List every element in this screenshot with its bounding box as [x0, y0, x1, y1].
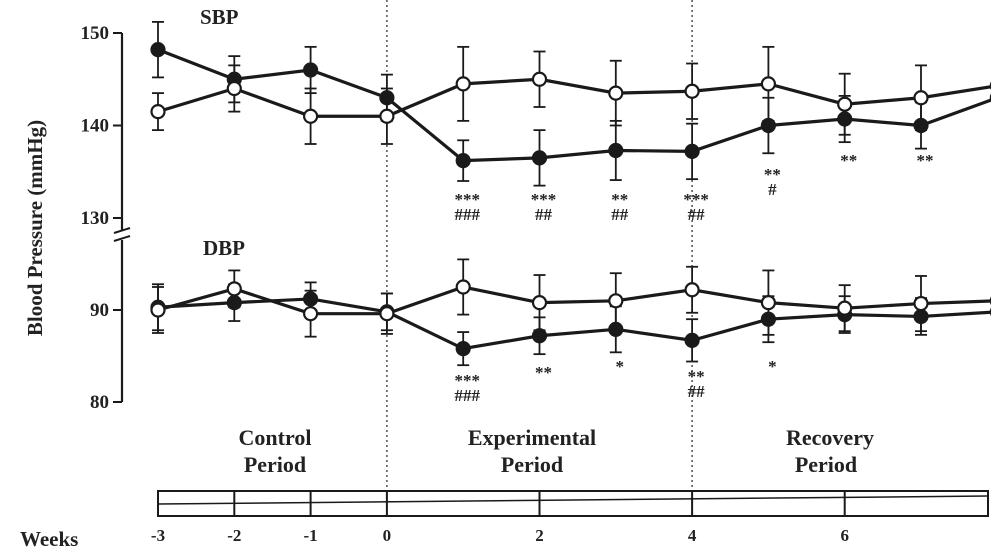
- series-line: [157, 285, 991, 316]
- significance-annotation: **: [840, 151, 857, 170]
- period-label: Recovery: [786, 425, 874, 450]
- significance-annotation: #: [768, 180, 777, 199]
- significance-annotation: ***: [454, 190, 480, 209]
- y-tick-label: 140: [81, 116, 110, 137]
- period-label: Period: [244, 452, 306, 477]
- y-tick-label: 150: [81, 23, 110, 44]
- y-tick-label: 90: [90, 300, 109, 321]
- x-tick-label: 4: [688, 526, 697, 545]
- significance-annotation: **: [611, 190, 628, 209]
- significance-annotation: ***: [683, 190, 709, 209]
- x-tick-label: 2: [535, 526, 544, 545]
- x-tick-label: -2: [227, 526, 241, 545]
- data-point-open: [226, 80, 242, 97]
- significance-annotation: **: [917, 151, 934, 170]
- significance-annotation: *: [616, 357, 625, 376]
- significance-annotation: ###: [454, 386, 480, 405]
- data-point-open: [303, 108, 319, 124]
- data-point-filled: [684, 143, 700, 159]
- labels-layer: 150 140 130 90 80 Blood Pressure (mmHg) SBP DBP…: [20, 5, 934, 551]
- significance-annotation: **: [535, 363, 552, 382]
- data-point-open: [379, 306, 395, 322]
- data-point-filled: [455, 341, 471, 357]
- data-point-filled: [150, 42, 166, 58]
- panel-label-sbp: SBP: [200, 5, 239, 29]
- y-tick-label: 80: [90, 392, 109, 413]
- y-axis-label: Blood Pressure (mmHg): [23, 120, 47, 336]
- data-point-open: [379, 108, 395, 124]
- data-point-filled: [455, 153, 471, 169]
- significance-annotation: *: [768, 357, 777, 376]
- significance-annotation: ##: [688, 382, 706, 401]
- series-line: [157, 297, 991, 351]
- x-tick-label: -1: [304, 526, 318, 545]
- x-tick-label: 6: [840, 526, 849, 545]
- data-point-open: [608, 293, 624, 309]
- x-tick-label: -3: [151, 526, 165, 545]
- axis-break-mark: [113, 227, 131, 234]
- significance-annotation: ***: [531, 190, 557, 209]
- data-point-open: [150, 104, 166, 120]
- x-axis-label: Weeks: [20, 527, 78, 551]
- data-point-open: [150, 302, 166, 318]
- data-point-open: [455, 76, 471, 92]
- data-point-filled: [531, 328, 548, 344]
- significance-annotation: ##: [535, 205, 553, 224]
- data-point-open: [226, 281, 242, 297]
- data-point-filled: [684, 332, 700, 348]
- period-label: Period: [795, 452, 857, 477]
- data-point-filled: [608, 142, 624, 159]
- period-label: Experimental: [468, 425, 596, 450]
- significance-annotation: **: [764, 165, 781, 184]
- data-point-open: [531, 295, 548, 311]
- period-label: Control: [239, 425, 312, 450]
- data-point-open: [303, 306, 319, 322]
- series-dbp-open: [150, 258, 991, 338]
- axis-break-mark: [113, 235, 131, 242]
- data-point-filled: [531, 150, 548, 166]
- period-label: Period: [501, 452, 563, 477]
- data-point-filled: [303, 62, 319, 78]
- y-tick-label: 130: [81, 208, 110, 229]
- series-line: [157, 48, 991, 163]
- plot-layer: [150, 20, 991, 367]
- data-point-open: [684, 282, 700, 298]
- data-point-open: [684, 83, 700, 99]
- significance-annotation: ##: [688, 205, 706, 224]
- significance-annotation: ###: [454, 205, 480, 224]
- significance-annotation: ##: [611, 205, 629, 224]
- data-point-open: [608, 85, 624, 101]
- series-dbp-filled: [150, 281, 991, 367]
- data-point-open: [837, 96, 853, 112]
- x-tick-label: 0: [383, 526, 392, 545]
- data-point-open: [913, 295, 929, 312]
- data-point-open: [760, 76, 777, 92]
- data-point-open: [455, 279, 471, 295]
- data-point-open: [837, 300, 853, 316]
- panel-label-dbp: DBP: [203, 236, 245, 260]
- series-sbp-open: [150, 45, 991, 145]
- data-point-open: [760, 295, 777, 311]
- significance-annotation: ***: [454, 371, 480, 390]
- significance-annotation: **: [688, 367, 705, 386]
- series-line: [157, 77, 991, 118]
- data-point-open: [913, 90, 929, 106]
- data-point-open: [531, 71, 548, 87]
- timeline-midline: [157, 495, 989, 505]
